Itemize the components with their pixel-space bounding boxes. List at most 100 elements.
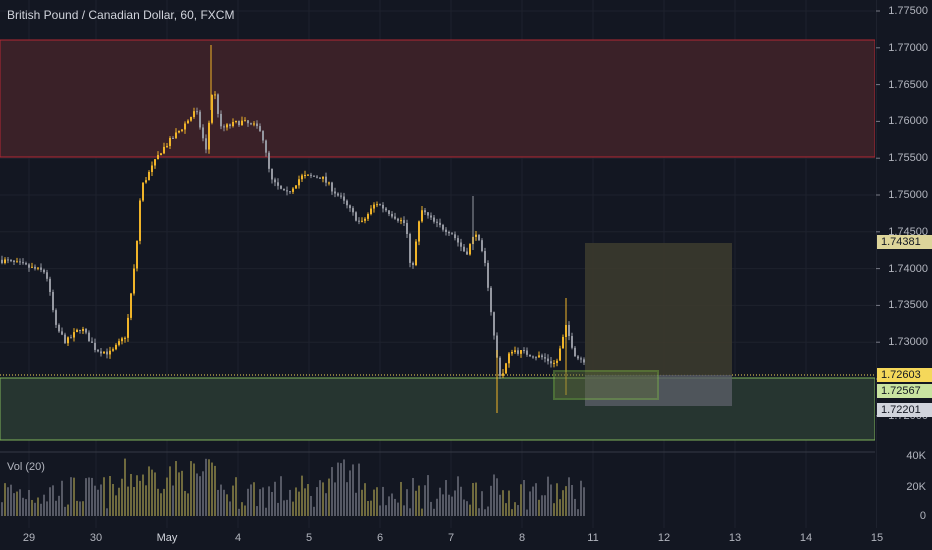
candle-body bbox=[52, 291, 54, 311]
volume-bar bbox=[304, 488, 306, 516]
candle-body bbox=[262, 131, 264, 141]
volume-bar bbox=[61, 480, 63, 516]
volume-bar bbox=[457, 476, 459, 516]
candle-body bbox=[442, 224, 444, 230]
candle-body bbox=[424, 210, 426, 213]
volume-bar bbox=[421, 508, 423, 516]
volume-bar bbox=[127, 486, 129, 516]
price-badge: 1.72201 bbox=[877, 403, 932, 417]
volume-bar bbox=[367, 500, 369, 516]
candle-body bbox=[271, 168, 273, 180]
volume-bar bbox=[313, 506, 315, 516]
candle-body bbox=[454, 234, 456, 239]
candle-body bbox=[574, 347, 576, 357]
volume-bar bbox=[214, 465, 216, 516]
candle-body bbox=[469, 244, 471, 255]
candle-body bbox=[493, 312, 495, 336]
candle-body bbox=[145, 180, 147, 183]
volume-bar bbox=[514, 502, 516, 516]
volume-bar bbox=[7, 487, 9, 516]
candle-body bbox=[25, 263, 27, 265]
volume-bar bbox=[115, 495, 117, 516]
candle-body bbox=[547, 358, 549, 362]
candle-body bbox=[370, 208, 372, 215]
volume-bar bbox=[505, 503, 507, 516]
volume-bar bbox=[415, 490, 417, 516]
volume-bar bbox=[382, 486, 384, 516]
volume-bar bbox=[190, 461, 192, 516]
candle-body bbox=[502, 373, 504, 376]
candle-body bbox=[316, 176, 318, 178]
volume-label: Vol (20) bbox=[7, 461, 45, 473]
volume-bar bbox=[478, 508, 480, 516]
candle-body bbox=[175, 132, 177, 139]
candle-body bbox=[40, 267, 42, 270]
candle-body bbox=[76, 329, 78, 333]
volume-bar bbox=[211, 462, 213, 516]
candle-body bbox=[337, 193, 339, 196]
candle-body bbox=[304, 175, 306, 177]
volume-bar bbox=[100, 484, 102, 516]
volume-bar bbox=[274, 481, 276, 516]
volume-bar bbox=[442, 494, 444, 516]
volume-bar bbox=[427, 475, 429, 516]
volume-bar bbox=[433, 508, 435, 516]
candle-body bbox=[208, 122, 210, 150]
candle-body bbox=[202, 127, 204, 139]
volume-bar bbox=[187, 493, 189, 516]
volume-bar bbox=[328, 478, 330, 516]
candle-body bbox=[136, 240, 138, 269]
volume-bar bbox=[166, 477, 168, 516]
volume-bar bbox=[295, 487, 297, 516]
time-axis[interactable]: 29 30 May 4 5 6 7 8 11 12 13 14 15 bbox=[0, 528, 932, 550]
candle-body bbox=[496, 335, 498, 358]
candle-body bbox=[553, 362, 555, 364]
candle-body bbox=[163, 146, 165, 154]
volume-bar bbox=[13, 493, 15, 516]
candle-body bbox=[331, 182, 333, 192]
candle-body bbox=[340, 195, 342, 197]
candle-body bbox=[244, 120, 246, 122]
volume-bar bbox=[265, 507, 267, 516]
candle-body bbox=[100, 351, 102, 354]
volume-bar bbox=[172, 485, 174, 516]
candle-body bbox=[211, 94, 213, 123]
volume-bar bbox=[403, 505, 405, 516]
volume-bar bbox=[343, 459, 345, 516]
volume-bar bbox=[418, 485, 420, 516]
volume-bar bbox=[223, 489, 225, 516]
volume-bar bbox=[208, 459, 210, 516]
volume-bar bbox=[355, 492, 357, 516]
position-loss-box bbox=[585, 375, 732, 406]
candle-body bbox=[526, 350, 528, 355]
time-tick: 4 bbox=[234, 532, 242, 544]
volume-bar bbox=[445, 480, 447, 516]
volume-bar bbox=[466, 501, 468, 516]
candle-body bbox=[445, 229, 447, 233]
candle-body bbox=[148, 171, 150, 181]
volume-bar bbox=[226, 494, 228, 516]
volume-bar bbox=[349, 470, 351, 516]
volume-bar bbox=[178, 472, 180, 516]
candle-body bbox=[91, 341, 93, 343]
volume-bar bbox=[52, 485, 54, 516]
volume-bar bbox=[568, 477, 570, 516]
candle-body bbox=[217, 94, 219, 114]
candle-body bbox=[19, 261, 21, 263]
candle-body bbox=[352, 208, 354, 213]
volume-bar bbox=[397, 502, 399, 516]
volume-bar bbox=[430, 501, 432, 516]
candle-body bbox=[184, 123, 186, 130]
volume-bar bbox=[358, 463, 360, 516]
candle-body bbox=[559, 348, 561, 361]
volume-bar bbox=[517, 505, 519, 516]
candle-body bbox=[49, 278, 51, 292]
volume-bar bbox=[574, 498, 576, 516]
candle-body bbox=[373, 204, 375, 209]
candle-body bbox=[58, 324, 60, 332]
volume-bar bbox=[91, 477, 93, 516]
volume-bar bbox=[361, 489, 363, 516]
chart-plot-area[interactable] bbox=[0, 0, 875, 528]
candle-body bbox=[220, 113, 222, 127]
candle-body bbox=[151, 165, 153, 172]
